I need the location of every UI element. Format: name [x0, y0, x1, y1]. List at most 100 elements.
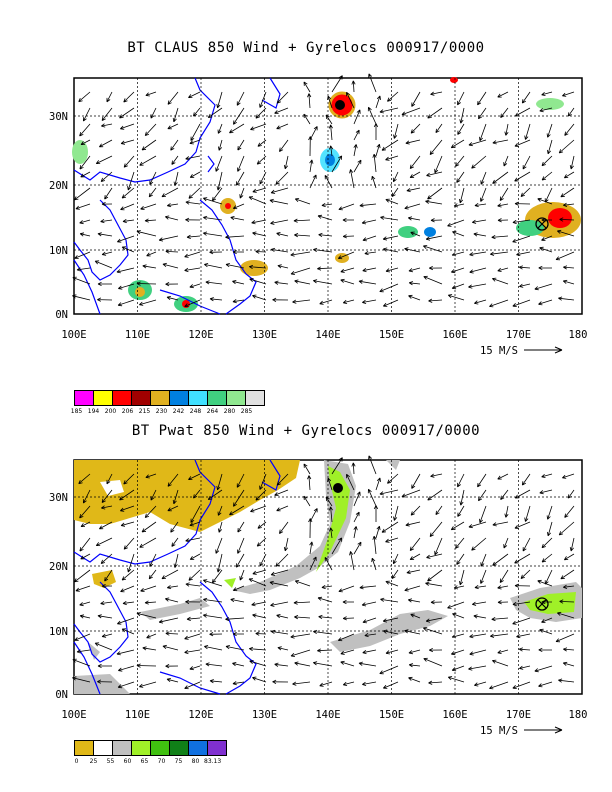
wind-arrow: [120, 585, 135, 593]
wind-arrow: [489, 681, 509, 690]
wind-arrow: [434, 537, 443, 556]
legend-swatch: [207, 740, 227, 756]
wind-arrow: [503, 155, 509, 167]
wind-arrow: [283, 155, 289, 170]
wind-arrow: [557, 611, 575, 619]
wind-arrow: [146, 251, 157, 257]
wind-arrow: [492, 171, 509, 184]
wind-arrow: [346, 91, 355, 109]
wind-arrow: [429, 647, 443, 653]
wind-arrow: [563, 171, 575, 179]
wind-arrow: [560, 187, 575, 198]
x-tick: 180: [569, 329, 588, 341]
wind-arrow: [317, 266, 333, 271]
wind-arrow: [116, 649, 135, 656]
wind-arrow: [190, 123, 201, 141]
wind-arrow: [118, 283, 135, 290]
panel2-title: BT Pwat 850 Wind + Gyrelocs 000917/0000: [131, 423, 481, 439]
wind-arrow: [74, 633, 91, 641]
wind-arrow: [538, 681, 553, 688]
wind-arrow: [216, 171, 223, 191]
wind-arrow: [459, 569, 465, 586]
wind-arrow: [430, 91, 443, 96]
wind-arrow: [230, 216, 245, 221]
wind-arrow: [408, 663, 421, 668]
wind-arrow: [423, 657, 443, 667]
wind-arrow: [203, 197, 223, 205]
wind-arrow: [119, 489, 135, 501]
x-tick: 100E: [61, 329, 86, 341]
wind-arrow: [232, 585, 245, 592]
wind-arrow: [358, 279, 377, 285]
wind-arrow: [215, 155, 223, 172]
wind-arrow: [270, 247, 289, 253]
wind-arrow: [405, 521, 421, 527]
wind-arrow: [75, 203, 91, 210]
legend-swatch: [93, 390, 113, 406]
wind-arrow: [497, 203, 509, 208]
wind-arrow: [450, 139, 465, 149]
wind-arrow: [497, 267, 509, 272]
wind-arrow: [468, 665, 487, 671]
wind-arrow: [524, 505, 531, 522]
wind-arrow: [144, 505, 157, 518]
wind-arrow: [489, 299, 509, 308]
wind-arrow: [562, 279, 575, 285]
wind-arrow: [94, 260, 113, 269]
wind-arrow: [237, 155, 245, 172]
wind-arrow: [207, 489, 223, 500]
wind-arrow: [117, 681, 135, 689]
wind-arrow: [190, 505, 201, 523]
claus-wind-map: 100E 110E 120E 130E 140E 150E 160E 170E …: [49, 73, 588, 357]
legend-label: 280: [223, 408, 236, 415]
wind-arrow: [232, 280, 245, 285]
wind-arrow: [497, 218, 509, 223]
wind-arrow: [307, 93, 312, 109]
wind-arrow: [97, 232, 113, 237]
pwat-legend-labels: 0 25 55 60 65 70 75 80 83.13: [68, 758, 222, 765]
wind-arrow: [563, 553, 575, 561]
wind-arrow: [447, 676, 465, 683]
wind-arrow: [259, 553, 267, 567]
wind-arrow: [294, 233, 311, 238]
wind-arrow: [427, 569, 443, 582]
wind-arrow: [391, 187, 399, 197]
wind-arrow: [122, 600, 135, 606]
wind-arrow: [409, 537, 421, 551]
wind-arrow: [469, 633, 487, 639]
wind-arrow: [429, 139, 443, 155]
wind-arrow: [404, 203, 421, 210]
wind-arrow: [211, 569, 223, 584]
wind-arrow: [457, 473, 465, 488]
wind-arrow: [127, 171, 135, 191]
wind-arrow: [121, 246, 135, 253]
wind-arrow: [148, 569, 157, 580]
wind-arrow: [259, 91, 267, 108]
wind-arrow: [173, 553, 179, 568]
wind-arrow: [534, 283, 553, 291]
wind-arrow: [381, 139, 399, 151]
y-tick: 0N: [55, 689, 68, 701]
wind-arrow: [232, 662, 245, 667]
wind-arrow: [233, 489, 245, 507]
wind-arrow: [275, 553, 289, 567]
wind-arrow: [379, 283, 399, 293]
wind-arrow: [453, 585, 465, 590]
y-tick: 20N: [49, 561, 68, 573]
wind-arrow: [541, 537, 553, 549]
wind-arrow: [203, 215, 223, 221]
wind-arrow: [309, 541, 314, 555]
wind-arrow: [148, 187, 157, 198]
wind-arrow: [477, 91, 487, 106]
wind-arrow: [408, 294, 421, 301]
wind-arrow: [309, 556, 317, 571]
wind-arrow: [383, 629, 399, 635]
legend-label: 70: [157, 758, 166, 765]
wind-arrow: [555, 633, 575, 643]
wind-arrow: [340, 278, 355, 285]
wind-arrow: [359, 203, 377, 208]
wind-arrow: [457, 123, 465, 135]
wind-arrow: [563, 265, 575, 270]
wind-arrow: [185, 155, 201, 161]
wind-arrow: [312, 661, 333, 667]
